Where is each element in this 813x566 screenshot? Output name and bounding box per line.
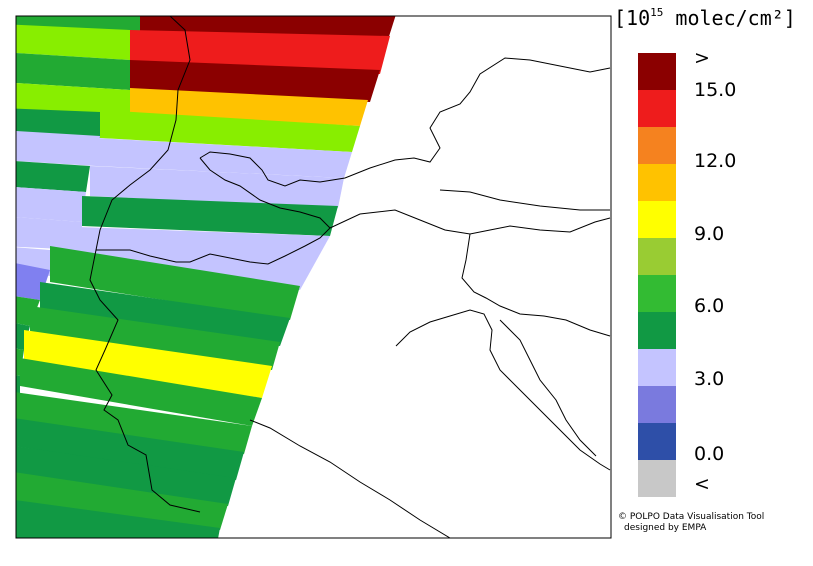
- colorbar-segment: [638, 423, 676, 460]
- colorbar-label: 0.0: [694, 443, 725, 465]
- colorbar-segment: [638, 90, 676, 127]
- credit-text: © POLPO Data Visualisation Tool designed…: [618, 512, 765, 533]
- colorbar-segment: [638, 460, 676, 497]
- country-borders: [89, 16, 611, 538]
- colorbar-label: 6.0: [694, 295, 725, 317]
- colorbar-segment: [638, 312, 676, 349]
- colorbar-segment: [638, 349, 676, 386]
- map-frame: [15, 15, 612, 539]
- satellite-swath: [16, 16, 396, 538]
- colorbar-segment: [638, 53, 676, 90]
- colorbar-label: <: [694, 473, 710, 495]
- map-area: [16, 16, 611, 538]
- colorbar-segment: [638, 164, 676, 201]
- colorbar-label: 9.0: [694, 223, 725, 245]
- legend-title: [1015 molec/cm²]: [614, 6, 796, 30]
- colorbar-label: 12.0: [694, 150, 737, 172]
- colorbar-label: 3.0: [694, 368, 725, 390]
- colorbar-segment: [638, 275, 676, 312]
- colorbar-segment: [638, 201, 676, 238]
- colorbar: [638, 53, 676, 497]
- colorbar-label: >: [694, 47, 710, 69]
- colorbar-label: 15.0: [694, 79, 737, 101]
- colorbar-segment: [638, 386, 676, 423]
- colorbar-segment: [638, 127, 676, 164]
- colorbar-segment: [638, 238, 676, 275]
